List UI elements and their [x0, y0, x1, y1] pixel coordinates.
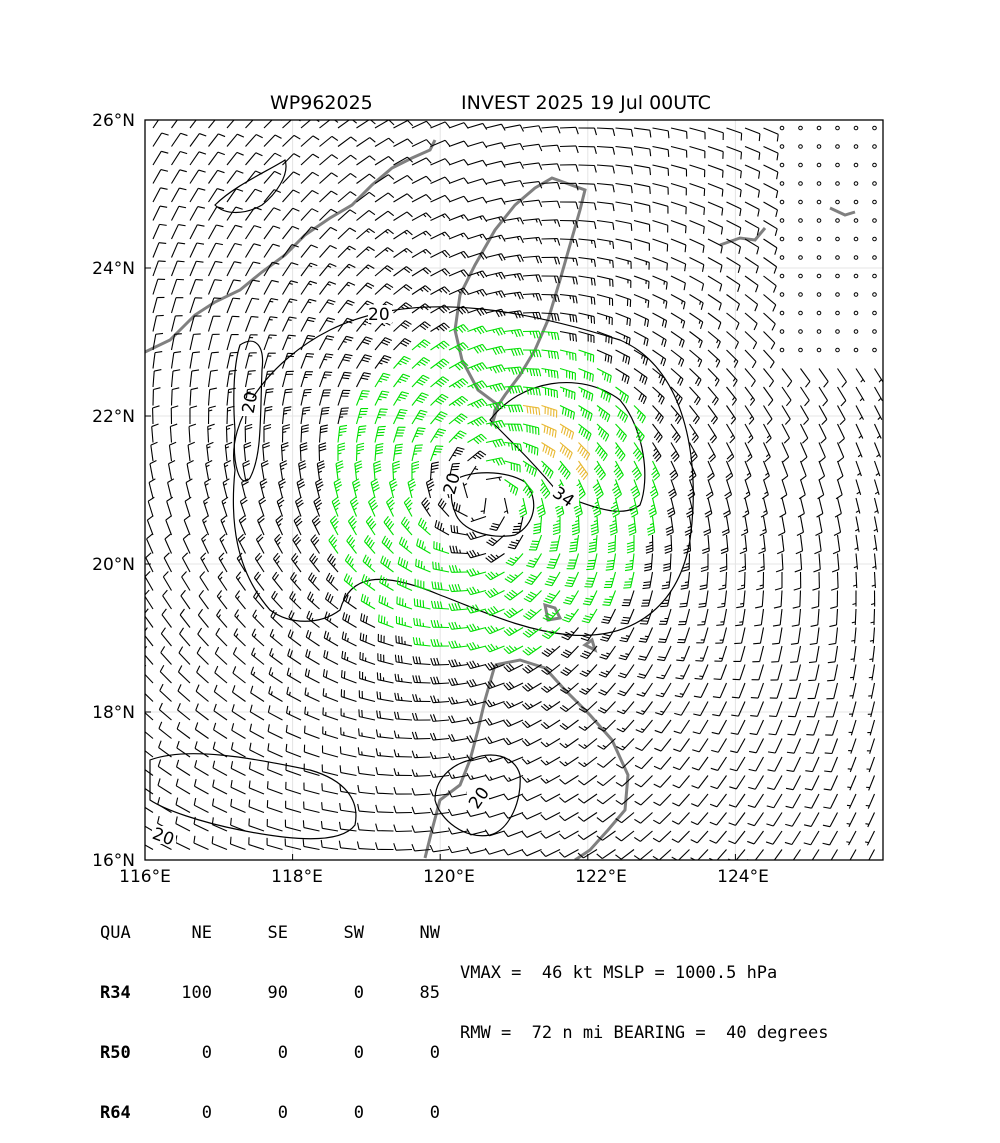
- storm-subtitle: INVEST 2025 19 Jul 00UTC: [461, 92, 711, 114]
- row-label: R34: [100, 983, 156, 1003]
- radius-value: 100: [156, 983, 212, 1003]
- row-label: R50: [100, 1043, 156, 1063]
- radius-value: 0: [156, 1043, 212, 1063]
- storm-stats: VMAX = 46 kt MSLP = 1000.5 hPa RMW = 72 …: [460, 923, 828, 1063]
- stats-rmw-bearing: RMW = 72 n mi BEARING = 40 degrees: [460, 1023, 828, 1043]
- contour-label: 20: [239, 390, 262, 415]
- header-nw: NW: [364, 923, 440, 943]
- wind-radii-table: QUA NE SE SW NW R34 100 90 0 85 R50 0 0 …: [100, 883, 440, 1143]
- header-ne: NE: [156, 923, 212, 943]
- wind-map: 20 20 20 34 20 20 116°E 118°E 120°E 122°…: [0, 0, 1000, 1000]
- header-quadrant: QUA: [100, 923, 156, 943]
- wind-radii-row-r64: R64 0 0 0 0: [100, 1103, 440, 1123]
- header-se: SE: [212, 923, 288, 943]
- x-tick-label: 122°E: [575, 867, 627, 887]
- radius-value: 90: [212, 983, 288, 1003]
- radius-value: 0: [212, 1103, 288, 1123]
- y-tick-label: 22°N: [92, 407, 135, 427]
- stats-vmax-mslp: VMAX = 46 kt MSLP = 1000.5 hPa: [460, 963, 828, 983]
- radius-value: 0: [288, 983, 364, 1003]
- y-tick-label: 18°N: [92, 703, 135, 723]
- wind-radii-row-r34: R34 100 90 0 85: [100, 983, 440, 1003]
- wind-radii-header-row: QUA NE SE SW NW: [100, 923, 440, 943]
- radius-value: 0: [364, 1103, 440, 1123]
- x-tick-label: 124°E: [717, 867, 769, 887]
- radius-value: 85: [364, 983, 440, 1003]
- contour-label: 20: [368, 305, 390, 325]
- y-tick-label: 24°N: [92, 259, 135, 279]
- radius-value: 0: [156, 1103, 212, 1123]
- y-tick-label: 16°N: [92, 851, 135, 871]
- radius-value: 0: [212, 1043, 288, 1063]
- radius-value: 0: [364, 1043, 440, 1063]
- y-axis-labels: 16°N 18°N 20°N 22°N 24°N 26°N: [92, 111, 135, 871]
- storm-id-title: WP962025: [270, 92, 373, 114]
- header-sw: SW: [288, 923, 364, 943]
- row-label: R64: [100, 1103, 156, 1123]
- radius-value: 0: [288, 1043, 364, 1063]
- y-tick-label: 20°N: [92, 555, 135, 575]
- y-tick-label: 26°N: [92, 111, 135, 131]
- wind-radii-row-r50: R50 0 0 0 0: [100, 1043, 440, 1063]
- radius-value: 0: [288, 1103, 364, 1123]
